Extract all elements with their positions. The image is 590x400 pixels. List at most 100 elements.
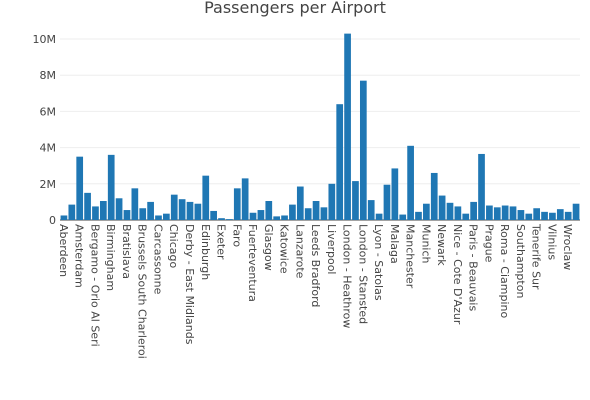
bar[interactable]	[281, 215, 288, 220]
bar[interactable]	[123, 210, 131, 220]
bar[interactable]	[68, 204, 76, 220]
x-tick-label: Lanzarote	[293, 224, 306, 279]
bar[interactable]	[249, 212, 257, 220]
x-tick-label: Paris - Beauvais	[467, 224, 480, 311]
y-tick-label: 4M	[40, 142, 57, 155]
bar[interactable]	[359, 80, 367, 221]
bar[interactable]	[470, 201, 477, 220]
bar[interactable]	[107, 154, 115, 220]
x-tick-label: Southampton	[514, 224, 527, 298]
x-tick-label: Bratislava	[120, 224, 133, 279]
bar[interactable]	[186, 201, 194, 220]
x-tick-label: Chicago	[167, 224, 180, 268]
bar[interactable]	[241, 178, 249, 220]
bar[interactable]	[328, 183, 336, 220]
bar[interactable]	[202, 175, 210, 220]
x-tick-label: London - Stansted	[356, 224, 369, 324]
bar[interactable]	[367, 200, 375, 220]
bar[interactable]	[462, 213, 470, 220]
bar[interactable]	[415, 211, 422, 220]
x-tick-label: Fuerteventura	[246, 224, 259, 302]
bar[interactable]	[399, 214, 407, 220]
x-tick-label: Brussels South Charleroi	[136, 224, 149, 359]
bar[interactable]	[233, 188, 241, 220]
bar[interactable]	[147, 201, 154, 220]
bar[interactable]	[163, 213, 170, 220]
bar[interactable]	[430, 172, 438, 220]
bar[interactable]	[155, 215, 162, 220]
bar[interactable]	[273, 216, 281, 220]
bar[interactable]	[218, 218, 225, 220]
x-tick-label: Munich	[419, 224, 432, 264]
bar[interactable]	[549, 212, 556, 220]
bar[interactable]	[525, 213, 533, 220]
bar[interactable]	[423, 203, 430, 220]
bar[interactable]	[509, 206, 517, 220]
y-tick-label: 2M	[40, 178, 57, 191]
y-axis: 0 2M 4M 6M 8M 10M	[33, 33, 57, 227]
x-tick-label: Roma - Ciampino	[498, 224, 511, 319]
bar[interactable]	[304, 208, 312, 220]
bar[interactable]	[115, 198, 123, 220]
x-tick-label: Nice - Cote D'Azur	[451, 224, 464, 325]
bar[interactable]	[454, 206, 462, 220]
bar[interactable]	[194, 203, 202, 220]
bar[interactable]	[84, 192, 91, 220]
bar[interactable]	[92, 206, 99, 220]
bar[interactable]	[501, 205, 509, 220]
bar[interactable]	[257, 210, 265, 220]
bar[interactable]	[407, 145, 414, 220]
bar[interactable]	[131, 188, 139, 220]
x-tick-label: Derby - East Midlands	[183, 224, 196, 345]
x-tick-label: Birmingham	[104, 224, 117, 291]
bar[interactable]	[556, 209, 564, 220]
bar[interactable]	[170, 194, 178, 220]
bar[interactable]	[320, 207, 328, 220]
bar[interactable]	[533, 208, 541, 220]
bar[interactable]	[139, 208, 147, 220]
bar[interactable]	[178, 199, 186, 220]
bar[interactable]	[517, 210, 525, 220]
bar[interactable]	[564, 211, 572, 220]
bar[interactable]	[383, 184, 391, 220]
bar[interactable]	[312, 201, 320, 220]
x-tick-label: London - Heathrow	[341, 224, 354, 328]
bar[interactable]	[226, 219, 233, 220]
bar[interactable]	[344, 33, 351, 220]
bar[interactable]	[60, 215, 68, 220]
bars-layer	[60, 33, 580, 221]
y-tick-label: 0	[49, 214, 56, 227]
x-tick-label: Prague	[482, 224, 495, 263]
bar[interactable]	[336, 104, 344, 220]
bar[interactable]	[352, 181, 359, 220]
bar[interactable]	[541, 211, 548, 220]
y-tick-label: 10M	[33, 33, 57, 46]
x-tick-label: Leeds Bradford	[309, 224, 322, 307]
bar[interactable]	[486, 205, 493, 220]
bar[interactable]	[493, 207, 501, 220]
bar[interactable]	[375, 213, 383, 220]
x-tick-label: Wroclaw	[561, 224, 574, 270]
bar[interactable]	[478, 153, 485, 220]
bar[interactable]	[446, 202, 454, 220]
bar[interactable]	[99, 201, 107, 220]
bar[interactable]	[296, 186, 304, 220]
bar[interactable]	[438, 195, 446, 220]
x-tick-label: Manchester	[404, 224, 417, 289]
x-tick-label: Aberdeen	[57, 224, 70, 277]
bar[interactable]	[76, 156, 84, 220]
bar[interactable]	[265, 201, 273, 220]
x-tick-label: Faro	[230, 224, 243, 247]
bar[interactable]	[210, 210, 217, 220]
bar[interactable]	[289, 204, 296, 220]
x-tick-label: Vilnius	[545, 224, 558, 260]
x-tick-label: Malaga	[388, 224, 401, 264]
x-tick-label: Amsterdam	[73, 224, 86, 288]
bar[interactable]	[391, 168, 399, 220]
grid-layer	[60, 38, 580, 221]
x-tick-label: Glasgow	[262, 224, 275, 271]
x-axis: Aberdeen Amsterdam Bergamo - Orio Al Seri B…	[57, 223, 574, 359]
x-tick-label: Lyon - Satolas	[372, 224, 385, 301]
bar[interactable]	[572, 203, 580, 220]
